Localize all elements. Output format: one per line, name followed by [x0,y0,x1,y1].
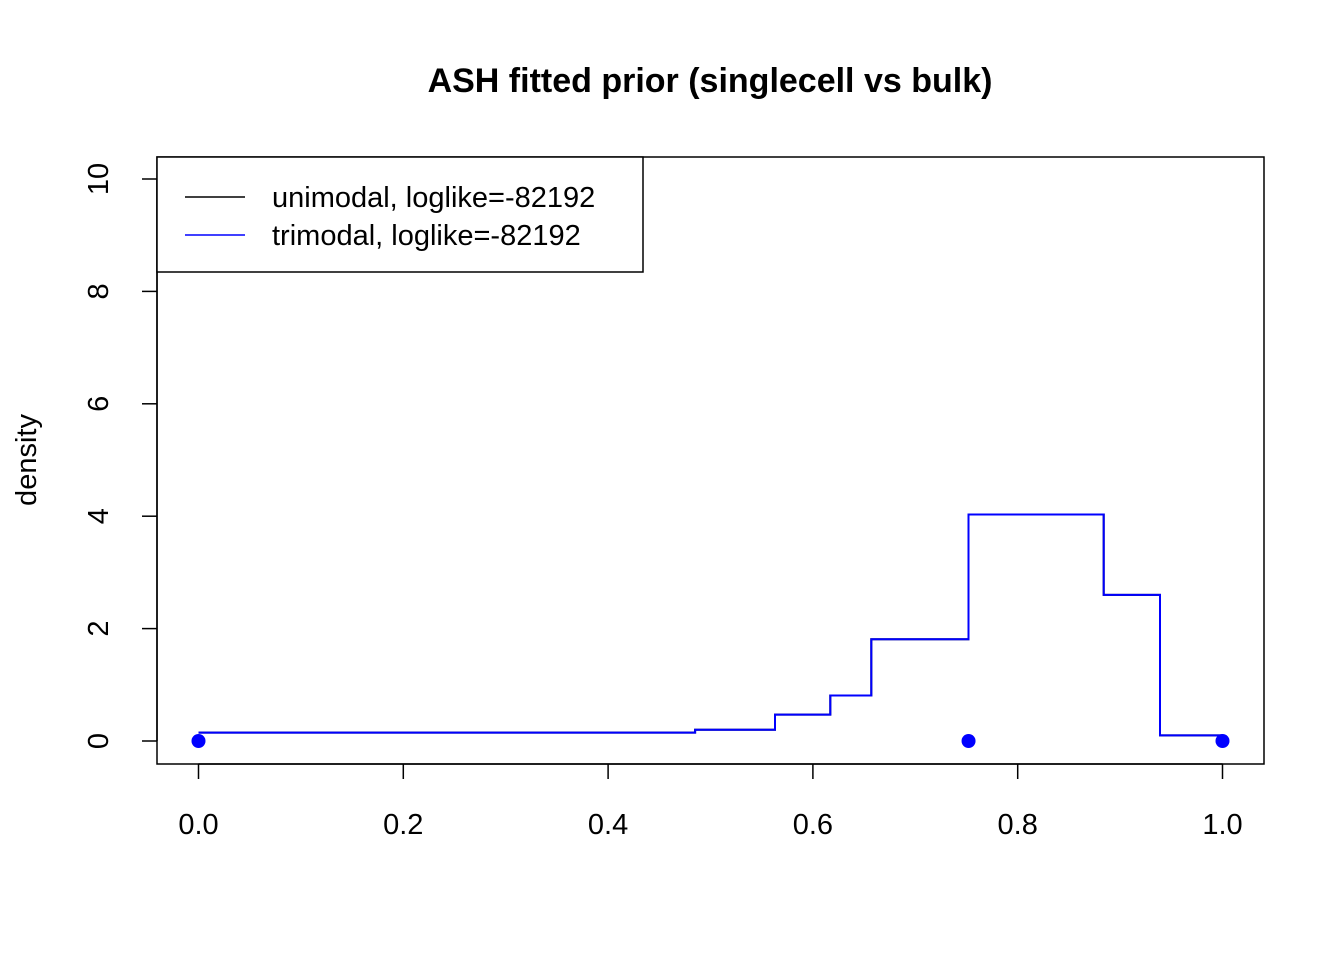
data-point [961,734,976,748]
y-tick-label: 6 [83,396,115,412]
y-axis: 0 2 4 6 8 10 [83,163,158,749]
y-tick-label: 8 [83,283,115,299]
x-tick-label: 0.4 [588,809,628,841]
legend-label-unimodal: unimodal, loglike=-82192 [272,182,595,214]
series-line-unimodal [198,513,1223,737]
series-line-trimodal [198,513,1223,737]
x-tick-label: 0.0 [178,809,218,841]
data-point [1215,734,1230,748]
x-axis: 0.0 0.2 0.4 0.6 0.8 1.0 [178,763,1243,841]
x-tick-label: 0.2 [383,809,423,841]
y-tick-label: 10 [83,163,115,195]
points-layer [191,734,1230,748]
y-tick-label: 2 [83,621,115,637]
legend-box [156,156,644,273]
y-tick-label: 4 [83,508,115,524]
series-layer [198,513,1223,737]
y-axis-label: density [11,414,43,506]
data-point [191,734,206,748]
y-tick-label: 0 [83,733,115,749]
x-tick-label: 0.6 [793,809,833,841]
legend: unimodal, loglike=-82192 trimodal, logli… [156,156,644,273]
x-tick-label: 1.0 [1202,809,1242,841]
x-tick-label: 0.8 [998,809,1038,841]
chart-title: ASH fitted prior (singlecell vs bulk) [428,62,993,100]
legend-label-trimodal: trimodal, loglike=-82192 [272,220,581,252]
